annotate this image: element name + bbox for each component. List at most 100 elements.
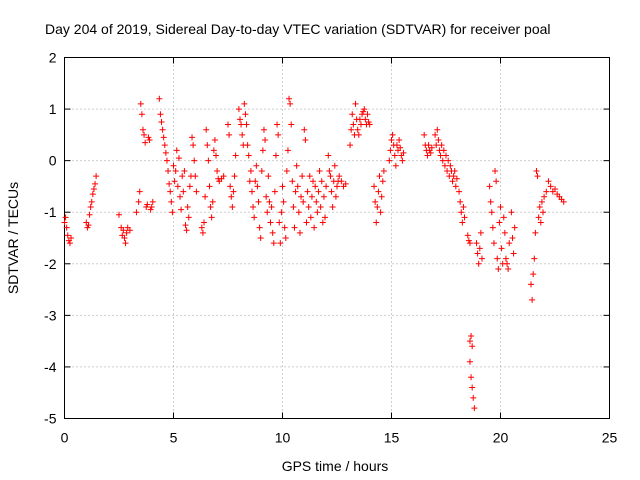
data-point (470, 394, 477, 401)
data-point (397, 144, 404, 151)
y-tick-label: -5 (44, 411, 57, 427)
data-point (538, 198, 545, 205)
data-point (203, 126, 210, 133)
data-point (276, 219, 283, 226)
data-point (84, 224, 91, 231)
data-point (532, 229, 539, 236)
data-point (474, 250, 481, 257)
data-point (465, 237, 472, 244)
data-point (63, 224, 70, 231)
data-point (453, 175, 460, 182)
data-point (260, 126, 267, 133)
data-point (362, 116, 369, 123)
data-point (207, 204, 214, 211)
data-point (471, 405, 478, 412)
data-point (435, 137, 442, 144)
data-point (162, 149, 169, 156)
data-point (292, 188, 299, 195)
data-point (145, 134, 152, 141)
data-point (493, 178, 500, 185)
data-point (318, 178, 325, 185)
data-point (121, 235, 128, 241)
data-point (277, 240, 284, 247)
data-point (336, 173, 343, 180)
data-point (497, 204, 504, 211)
data-point (380, 167, 387, 174)
data-point (137, 100, 144, 107)
data-point (466, 240, 473, 247)
data-point (377, 209, 384, 216)
x-tick-label: 20 (493, 430, 509, 446)
data-point (283, 167, 290, 174)
data-point (458, 209, 465, 216)
data-point (198, 224, 205, 231)
data-point (251, 214, 258, 221)
data-point (456, 188, 463, 195)
data-point (452, 183, 459, 190)
data-point (378, 193, 385, 200)
data-point (259, 147, 266, 154)
data-point (211, 137, 218, 144)
data-point (498, 245, 505, 252)
data-point (227, 183, 234, 190)
data-point (356, 116, 363, 123)
data-point (206, 183, 213, 190)
data-point (272, 152, 279, 159)
data-point (468, 374, 475, 381)
data-point (319, 219, 326, 226)
data-point (312, 183, 319, 190)
x-tick-label: 5 (170, 430, 178, 446)
data-point (536, 204, 543, 211)
data-point (204, 142, 211, 149)
data-point (392, 162, 399, 169)
data-point (304, 188, 311, 195)
data-point (265, 173, 272, 180)
data-point (427, 149, 434, 156)
data-point (66, 240, 73, 247)
data-point (528, 281, 535, 288)
data-point (177, 193, 184, 200)
data-point (387, 147, 394, 154)
plot-frame (64, 57, 610, 419)
data-point (148, 204, 155, 211)
data-point (508, 209, 515, 216)
data-point (62, 214, 69, 221)
data-point (459, 219, 466, 226)
data-point (433, 142, 440, 149)
data-point (359, 111, 366, 118)
data-point (371, 183, 378, 190)
data-point (230, 188, 237, 195)
data-point (376, 173, 383, 180)
y-tick-label: -4 (44, 359, 57, 375)
data-point (143, 204, 150, 211)
y-tick-label: 2 (49, 50, 57, 66)
data-point (86, 211, 93, 218)
data-point (236, 116, 243, 123)
data-point (120, 227, 127, 234)
data-point (425, 142, 432, 149)
data-point (208, 214, 215, 221)
data-point (64, 232, 71, 239)
data-point (290, 204, 297, 211)
data-point (258, 167, 265, 174)
data-point (500, 214, 507, 221)
data-point (229, 204, 236, 211)
data-point (488, 209, 495, 216)
data-point (441, 162, 448, 169)
data-point (139, 126, 146, 133)
data-point (511, 224, 518, 231)
data-point (184, 204, 191, 211)
data-point (149, 198, 156, 205)
data-point (93, 173, 100, 180)
data-point (388, 137, 395, 144)
data-point (193, 188, 200, 195)
data-point (502, 255, 509, 262)
data-point (445, 157, 452, 164)
data-point (534, 173, 541, 180)
data-point (238, 121, 245, 128)
data-point (245, 152, 252, 159)
data-point (182, 222, 189, 229)
data-point (181, 167, 188, 174)
data-point (160, 134, 167, 141)
data-point (270, 240, 277, 247)
